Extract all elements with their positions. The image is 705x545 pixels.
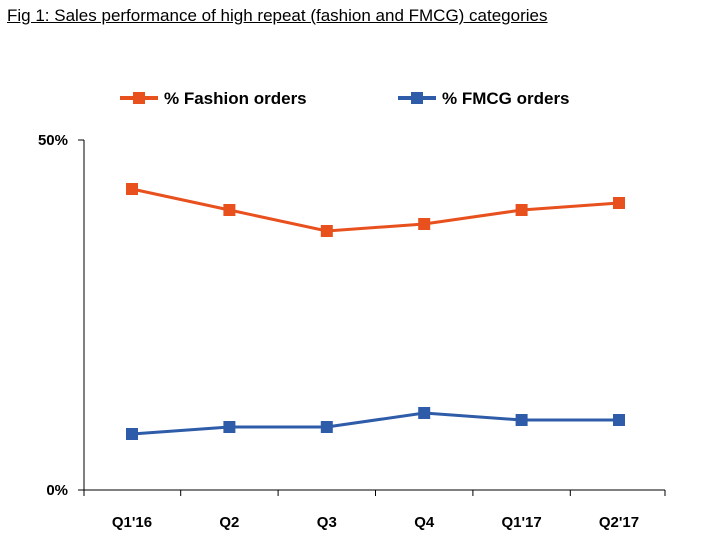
data-point-fmcg xyxy=(418,407,431,419)
series-line-fashion xyxy=(131,187,620,233)
data-point-fashion xyxy=(418,218,431,230)
x-tick-label: Q1'17 xyxy=(501,514,541,531)
axes xyxy=(83,140,665,491)
legend-swatch-fmcg-marker xyxy=(411,92,423,104)
data-point-fmcg xyxy=(613,414,625,426)
legend: % Fashion orders % FMCG orders xyxy=(120,89,570,108)
x-tick-label: Q2 xyxy=(219,514,239,531)
x-tick-label: Q4 xyxy=(414,514,435,531)
x-tick-label: Q3 xyxy=(317,514,337,531)
data-point-fmcg xyxy=(515,414,528,426)
figure-title: Fig 1: Sales performance of high repeat … xyxy=(7,6,548,25)
series-group xyxy=(126,183,625,440)
data-point-fmcg xyxy=(223,421,236,433)
legend-label-fashion: % Fashion orders xyxy=(164,89,307,108)
y-tick-label: 0% xyxy=(46,482,68,499)
data-point-fashion xyxy=(613,197,625,209)
legend-swatch-fashion-marker xyxy=(133,92,145,104)
data-point-fmcg xyxy=(126,428,138,440)
data-point-fashion xyxy=(223,204,236,216)
data-point-fmcg xyxy=(320,421,333,433)
x-tick-label: Q2'17 xyxy=(599,514,639,531)
x-axis-ticks: Q1'16 Q2 Q3 Q4 Q1'17 Q2'17 xyxy=(83,490,666,531)
legend-label-fmcg: % FMCG orders xyxy=(442,89,570,108)
y-tick-label: 50% xyxy=(38,132,68,149)
y-axis-ticks: 0% 50% xyxy=(38,132,84,499)
series-line-fmcg xyxy=(131,411,619,436)
data-point-fashion xyxy=(515,204,528,216)
data-point-fashion xyxy=(126,183,138,195)
data-point-fashion xyxy=(320,225,333,237)
x-tick-label: Q1'16 xyxy=(112,514,152,531)
